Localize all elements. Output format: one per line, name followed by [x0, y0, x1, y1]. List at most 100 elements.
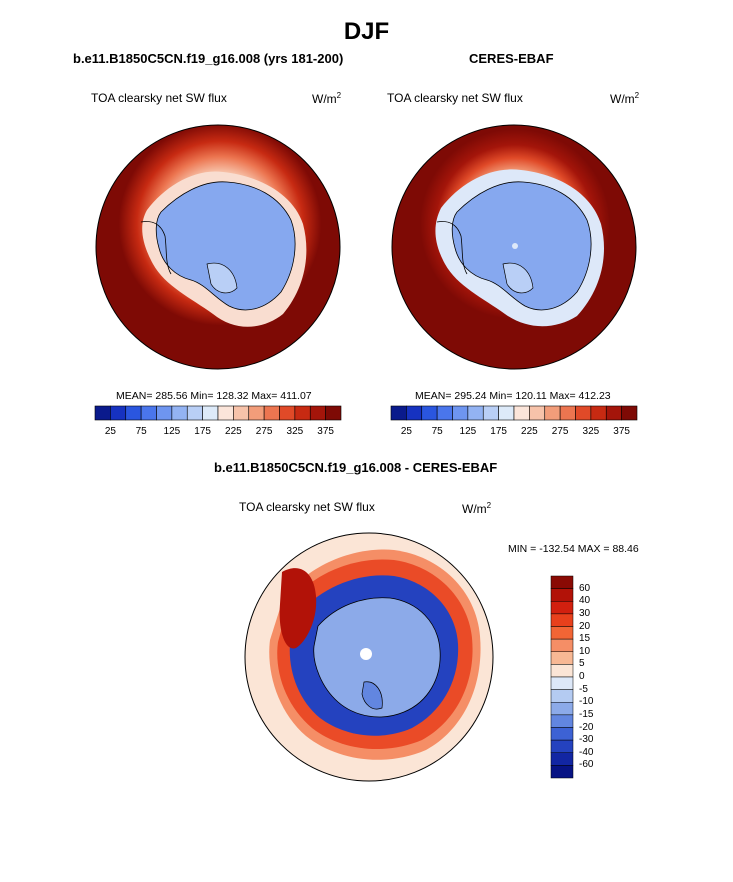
- colorbar-swatch: [621, 405, 638, 421]
- panel-3-difference-map: [244, 532, 494, 782]
- panel-1-units: W/m2: [312, 91, 342, 106]
- panel-3-variable-label: TOA clearsky net SW flux: [239, 500, 375, 514]
- colorbar-swatch: [498, 405, 515, 421]
- antarctica-landmass: [155, 181, 296, 311]
- colorbar-tick-label: 60: [579, 582, 591, 594]
- colorbar-tick-label: 125: [459, 426, 477, 437]
- colorbar-tick-label: 20: [579, 620, 591, 632]
- panel-2-colorbar: [390, 405, 638, 421]
- colorbar-swatch: [452, 405, 469, 421]
- panel-1-polar-map: [95, 124, 341, 370]
- colorbar-swatch: [590, 405, 607, 421]
- colorbar-swatch: [110, 405, 127, 421]
- colorbar-swatch: [294, 405, 311, 421]
- panel-1-stats: MEAN= 285.56 Min= 128.32 Max= 411.07: [116, 390, 312, 402]
- colorbar-tick-label: 375: [613, 426, 630, 437]
- colorbar-swatch: [94, 405, 111, 421]
- colorbar-tick-label: 275: [551, 426, 569, 437]
- panel-2-variable-label: TOA clearsky net SW flux: [387, 91, 523, 105]
- colorbar-swatch: [550, 601, 574, 615]
- colorbar-swatch: [125, 405, 142, 421]
- colorbar-tick-label: 125: [163, 426, 181, 437]
- colorbar-tick-label: 175: [194, 426, 211, 437]
- colorbar-tick-label: 5: [579, 658, 585, 670]
- colorbar-swatch: [217, 405, 234, 421]
- colorbar-tick-label: 25: [104, 426, 116, 437]
- panel-2-stats: MEAN= 295.24 Min= 120.11 Max= 412.23: [415, 390, 611, 402]
- colorbar-tick-label: 75: [135, 426, 147, 437]
- colorbar-swatch: [550, 676, 574, 690]
- colorbar-swatch: [263, 405, 280, 421]
- antarctica-landmass: [451, 181, 592, 311]
- colorbar-swatch: [550, 575, 574, 589]
- colorbar-swatch: [550, 664, 574, 678]
- figure-title: DJF: [343, 18, 390, 45]
- colorbar-swatch: [467, 405, 484, 421]
- colorbar-swatch: [325, 405, 342, 421]
- colorbar-tick-label: -10: [579, 696, 594, 708]
- panel-1-variable-label: TOA clearsky net SW flux: [91, 91, 227, 105]
- colorbar-swatch: [202, 405, 219, 421]
- colorbar-swatch: [550, 613, 574, 627]
- colorbar-tick-label: -20: [579, 721, 594, 733]
- colorbar-tick-label: 10: [579, 645, 591, 657]
- colorbar-swatch: [550, 714, 574, 728]
- colorbar-tick-label: -15: [579, 708, 594, 720]
- colorbar-swatch: [550, 651, 574, 665]
- panel-1-case-title: b.e11.B1850C5CN.f19_g16.008 (yrs 181-200…: [73, 51, 344, 66]
- colorbar-swatch: [559, 405, 576, 421]
- colorbar-swatch: [436, 405, 453, 421]
- colorbar-swatch: [309, 405, 326, 421]
- colorbar-swatch: [550, 752, 574, 766]
- colorbar-tick-label: 325: [286, 426, 304, 437]
- panel-2-case-title: CERES-EBAF: [469, 51, 554, 66]
- colorbar-swatch: [544, 405, 561, 421]
- panel-1-colorbar: [94, 405, 342, 421]
- colorbar-tick-label: 75: [431, 426, 443, 437]
- colorbar-swatch: [550, 765, 574, 779]
- colorbar-swatch: [233, 405, 250, 421]
- colorbar-tick-label: 40: [579, 595, 591, 607]
- colorbar-swatch: [529, 405, 546, 421]
- colorbar-tick-label: -60: [579, 759, 594, 771]
- colorbar-swatch: [550, 638, 574, 652]
- colorbar-tick-label: 375: [317, 426, 334, 437]
- colorbar-tick-label: 25: [400, 426, 412, 437]
- colorbar-swatch: [390, 405, 407, 421]
- colorbar-tick-label: 30: [579, 607, 591, 619]
- colorbar-swatch: [140, 405, 157, 421]
- colorbar-swatch: [279, 405, 296, 421]
- colorbar-swatch: [605, 405, 622, 421]
- colorbar-tick-label: -5: [579, 683, 588, 695]
- colorbar-swatch: [248, 405, 265, 421]
- colorbar-tick-label: -40: [579, 746, 594, 758]
- panel-3-units: W/m2: [462, 501, 492, 516]
- panel-2-units: W/m2: [610, 91, 640, 106]
- colorbar-swatch: [550, 588, 574, 602]
- colorbar-swatch: [513, 405, 530, 421]
- colorbar-swatch: [156, 405, 173, 421]
- colorbar-swatch: [171, 405, 188, 421]
- colorbar-swatch: [550, 702, 574, 716]
- panel-3-case-title: b.e11.B1850C5CN.f19_g16.008 - CERES-EBAF: [214, 460, 498, 475]
- panel-3-colorbar: [550, 575, 574, 779]
- colorbar-swatch: [575, 405, 592, 421]
- colorbar-swatch: [550, 689, 574, 703]
- panel-3-stats: MIN = -132.54 MAX = 88.46: [508, 543, 639, 555]
- colorbar-tick-label: 175: [490, 426, 507, 437]
- colorbar-tick-label: 225: [225, 426, 242, 437]
- colorbar-swatch: [550, 739, 574, 753]
- colorbar-swatch: [550, 626, 574, 640]
- colorbar-swatch: [406, 405, 423, 421]
- colorbar-swatch: [482, 405, 499, 421]
- colorbar-tick-label: 15: [579, 633, 591, 645]
- colorbar-tick-label: -30: [579, 734, 594, 746]
- colorbar-tick-label: 0: [579, 671, 585, 682]
- colorbar-tick-label: 225: [521, 426, 538, 437]
- colorbar-swatch: [186, 405, 203, 421]
- colorbar-tick-label: 275: [255, 426, 273, 437]
- colorbar-tick-label: 325: [582, 426, 600, 437]
- colorbar-swatch: [421, 405, 438, 421]
- colorbar-swatch: [550, 727, 574, 741]
- panel-2-polar-map: [391, 124, 637, 370]
